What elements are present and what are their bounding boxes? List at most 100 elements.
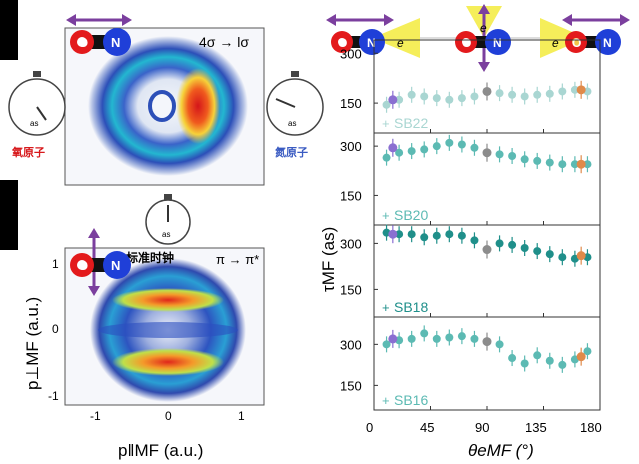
data-point [533,156,542,165]
highlight-point [576,159,586,169]
highlight-point [388,229,398,239]
data-point [420,145,429,154]
nitrogen-clock-label: 氮原子 [275,145,308,159]
data-point [508,152,517,160]
left-edge-bar-top [0,0,18,60]
y-tick-label: 150 [340,188,362,203]
x-tick-label: -1 [90,409,101,423]
y-tick-label: 150 [340,96,362,111]
data-point [545,158,554,167]
data-point [533,90,542,99]
data-point [533,351,542,360]
clock-face-label: as [30,119,38,128]
clock-face-label: as [288,119,296,128]
data-point [545,89,554,98]
hotspot-upper [112,288,224,312]
nitrogen-atom-label: N [111,258,120,273]
data-point [432,231,441,240]
data-point [495,89,504,98]
data-point [545,250,554,259]
y-tick-label: -1 [48,389,59,403]
series-label: SB16 [394,392,428,408]
highlight-point [388,143,398,153]
data-point [520,155,529,164]
highlight-point [388,95,398,105]
data-point [495,150,504,159]
x-tick-label: 90 [475,420,489,435]
oxygen-atom-label: O [462,36,471,50]
x-tick-label: 180 [580,420,602,435]
data-point [570,85,579,94]
highlight-point [482,86,492,96]
left-x-axis-label: p‖MF (a.u.) [118,441,203,460]
highlight-point [482,337,492,347]
clock-left: as 氧原子 [8,71,66,159]
highlight-point [576,352,586,362]
data-point [495,239,504,248]
data-point [382,340,391,349]
oxygen-atom-label: O [78,258,88,273]
oxygen-atom-label: O [338,36,347,50]
y-tick-label: 300 [340,139,362,154]
data-point [583,347,592,356]
right-molecule-row: O N e O N e O N e [326,4,630,72]
y-tick-label: 0 [52,322,59,336]
nitrogen-atom-label: N [111,35,120,50]
x-tick-label: 0 [366,420,373,435]
clock-hand-icon [275,98,296,108]
y-tick-label: 150 [340,378,362,393]
data-point [407,334,416,343]
data-point [457,140,466,149]
data-point [445,95,454,104]
right-x-axis-label: θeMF (°) [468,441,534,460]
panel-sb22: 150 300 + SB22 [340,39,601,134]
y-tick-label: 150 [340,282,362,297]
data-point [457,231,466,240]
data-point [520,244,529,252]
highlight-point [388,334,398,344]
top-transition-label: 4σ → lσ [199,34,249,50]
series-marker: + [382,300,390,315]
hotspot-right [176,68,220,144]
clock-hand-icon [36,106,47,121]
clock-right: as 氮原子 [266,71,324,159]
data-point [395,148,404,157]
nitrogen-atom-label: N [603,36,612,50]
data-point [508,90,517,99]
x-tick-label: 45 [420,420,434,435]
data-point [545,356,554,365]
clock-center: as [145,194,191,245]
data-point [457,332,466,341]
data-point [558,160,567,169]
momentum-map-top: 4σ → lσ [64,27,265,186]
series-marker: + [382,208,390,223]
delay-panels: 150 300 + SB22 150 300 + SB20 150 300 + SB18 150 300 +… [340,39,601,411]
left-axes: -1 0 1 1 0 -1 p‖MF (a.u.) p⊥MF (a.u.) [23,257,245,460]
data-point [407,90,416,99]
data-point [382,153,391,162]
data-point [432,94,441,103]
highlight-point [482,148,492,158]
data-point [407,147,416,156]
molecule-top-left: O N [66,14,132,56]
series-label: SB20 [394,207,428,223]
x-tick-label: 0 [165,409,172,423]
right-y-axis-label: τMF (as) [319,227,338,292]
clock-face-label: as [162,230,170,239]
data-point [407,230,416,239]
data-point [520,359,529,368]
oxygen-atom-label: O [572,36,581,50]
electron-label: e [397,36,404,50]
electron-cone-right [540,18,586,58]
data-point [470,334,479,343]
series-label: SB18 [394,299,428,315]
highlight-point [482,245,492,255]
data-point [558,360,567,369]
molecule-bottom-left: O N [70,228,131,296]
oxygen-atom-label: O [78,35,88,50]
momentum-map-bottom: 标准时钟 π → π* [64,247,265,406]
data-point [445,230,454,239]
data-point [508,354,517,363]
electron-label: e [480,21,487,35]
